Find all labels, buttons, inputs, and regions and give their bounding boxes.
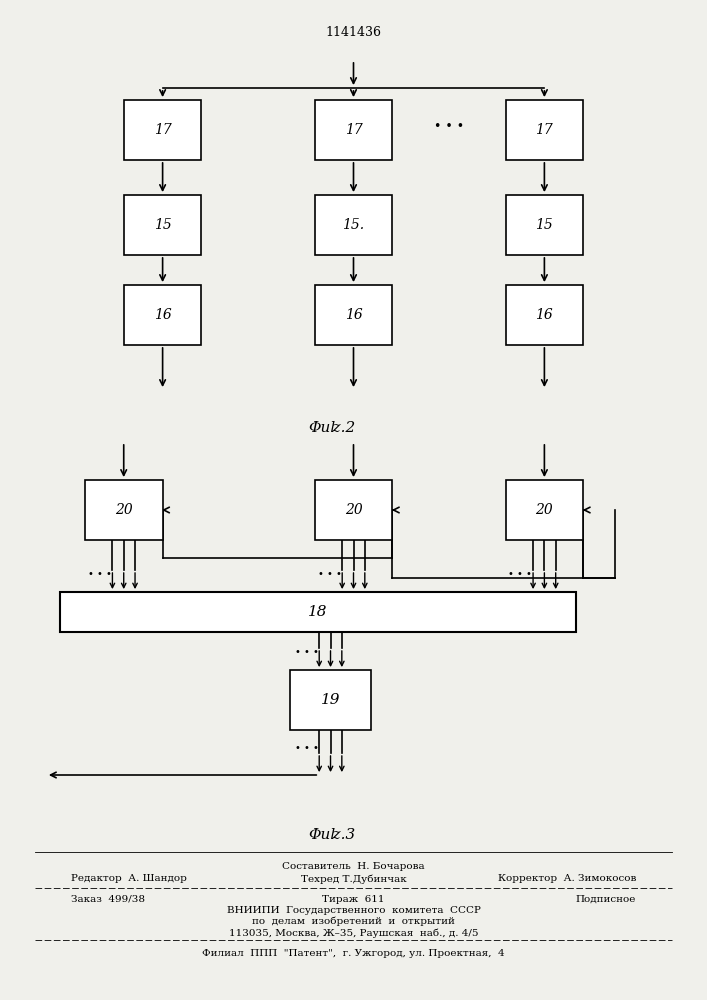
FancyBboxPatch shape <box>124 285 201 345</box>
Text: 20: 20 <box>535 503 554 517</box>
Text: 17: 17 <box>535 123 554 137</box>
Text: Φиʫ.2: Φиʫ.2 <box>309 421 356 435</box>
FancyBboxPatch shape <box>315 285 392 345</box>
FancyBboxPatch shape <box>60 592 576 632</box>
Text: 16: 16 <box>535 308 554 322</box>
Text: 18: 18 <box>308 605 328 619</box>
Text: Заказ  499/38: Заказ 499/38 <box>71 895 145 904</box>
Text: Филиал  ППП  "Патент",  г. Ужгород, ул. Проектная,  4: Филиал ППП "Патент", г. Ужгород, ул. Про… <box>202 949 505 958</box>
Text: Подписное: Подписное <box>576 895 636 904</box>
Text: 17: 17 <box>344 123 363 137</box>
Text: Редактор  А. Шандор: Редактор А. Шандор <box>71 874 187 883</box>
FancyBboxPatch shape <box>506 285 583 345</box>
Text: 16: 16 <box>153 308 172 322</box>
FancyBboxPatch shape <box>506 195 583 255</box>
Text: 15: 15 <box>153 218 172 232</box>
FancyBboxPatch shape <box>315 480 392 540</box>
Text: 15: 15 <box>535 218 554 232</box>
Text: • • •: • • • <box>295 743 318 753</box>
FancyBboxPatch shape <box>290 670 371 730</box>
Text: 15.: 15. <box>342 218 365 232</box>
FancyBboxPatch shape <box>506 480 583 540</box>
Text: • • •: • • • <box>88 569 112 579</box>
FancyBboxPatch shape <box>124 100 201 160</box>
Text: • • •: • • • <box>434 120 464 133</box>
Text: 19: 19 <box>321 693 340 707</box>
Text: • • •: • • • <box>295 647 318 657</box>
Text: 20: 20 <box>344 503 363 517</box>
Text: 20: 20 <box>115 503 133 517</box>
Text: 113035, Москва, Ж–35, Раушская  наб., д. 4/5: 113035, Москва, Ж–35, Раушская наб., д. … <box>229 928 478 938</box>
FancyBboxPatch shape <box>85 480 163 540</box>
Text: 17: 17 <box>153 123 172 137</box>
FancyBboxPatch shape <box>315 100 392 160</box>
Text: по  делам  изобретений  и  открытий: по делам изобретений и открытий <box>252 917 455 926</box>
FancyBboxPatch shape <box>315 195 392 255</box>
Text: Тираж  611: Тираж 611 <box>322 895 385 904</box>
Text: Корректор  А. Зимокосов: Корректор А. Зимокосов <box>498 874 636 883</box>
Text: 16: 16 <box>344 308 363 322</box>
Text: Составитель  Н. Бочарова: Составитель Н. Бочарова <box>282 862 425 871</box>
Text: Φиʫ.3: Φиʫ.3 <box>309 828 356 842</box>
Text: • • •: • • • <box>317 569 341 579</box>
Text: ВНИИПИ  Государственного  комитета  СССР: ВНИИПИ Государственного комитета СССР <box>226 906 481 915</box>
FancyBboxPatch shape <box>124 195 201 255</box>
Text: 1141436: 1141436 <box>325 25 382 38</box>
Text: • • •: • • • <box>508 569 532 579</box>
FancyBboxPatch shape <box>506 100 583 160</box>
Text: Техред Т.Дубинчак: Техред Т.Дубинчак <box>300 874 407 884</box>
